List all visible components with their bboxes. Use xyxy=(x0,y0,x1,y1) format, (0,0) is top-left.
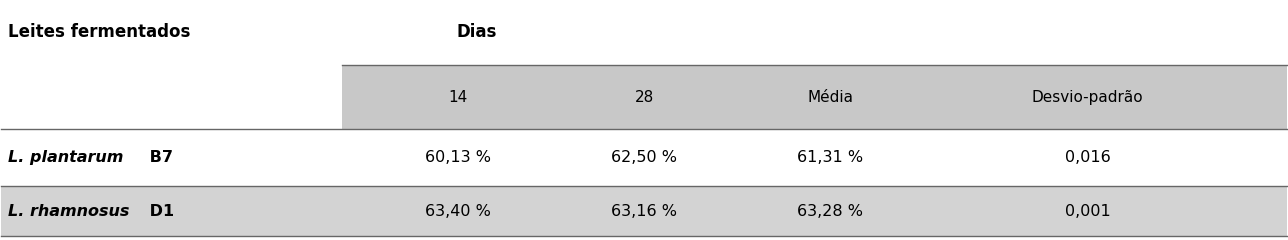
Text: 63,28 %: 63,28 % xyxy=(797,204,863,219)
Text: 14: 14 xyxy=(448,90,468,105)
Text: L. rhamnosus: L. rhamnosus xyxy=(8,204,129,219)
Text: 61,31 %: 61,31 % xyxy=(797,150,863,165)
Text: 0,016: 0,016 xyxy=(1064,150,1110,165)
Text: 62,50 %: 62,50 % xyxy=(611,150,677,165)
Text: 60,13 %: 60,13 % xyxy=(425,150,491,165)
Bar xyxy=(1,186,1287,236)
Text: Leites fermentados: Leites fermentados xyxy=(8,23,191,41)
Text: 63,40 %: 63,40 % xyxy=(425,204,491,219)
Bar xyxy=(343,66,1287,130)
Text: L. plantarum: L. plantarum xyxy=(8,150,124,165)
Text: 0,001: 0,001 xyxy=(1064,204,1110,219)
Text: B7: B7 xyxy=(143,150,173,165)
Text: D1: D1 xyxy=(143,204,174,219)
Text: Média: Média xyxy=(808,90,854,105)
Text: Dias: Dias xyxy=(457,23,497,41)
Text: 63,16 %: 63,16 % xyxy=(611,204,677,219)
Text: Desvio-padrão: Desvio-padrão xyxy=(1032,90,1144,105)
Text: 28: 28 xyxy=(635,90,653,105)
